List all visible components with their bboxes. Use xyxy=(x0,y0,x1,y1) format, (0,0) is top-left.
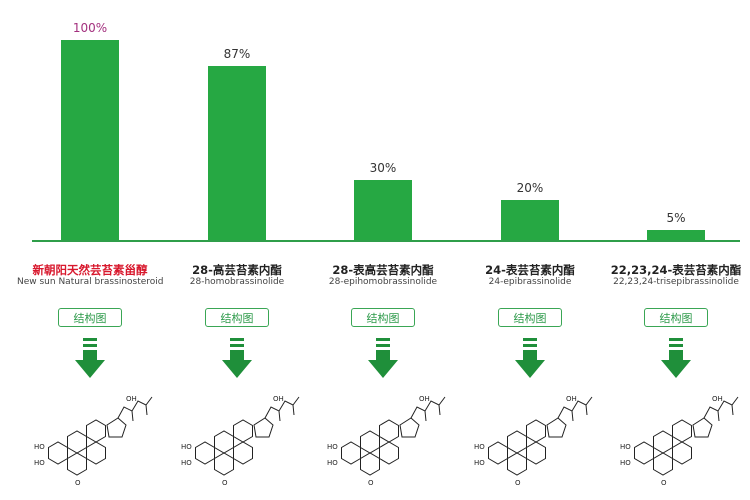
down-arrow-icon xyxy=(368,338,398,378)
atom-label: HO xyxy=(34,443,45,451)
atom-label: HO xyxy=(181,443,192,451)
chemical-structure: HO HO OH O xyxy=(620,395,739,487)
down-arrow-icon xyxy=(222,338,252,378)
compound-english-name: 28-epihomobrassinolide xyxy=(328,277,438,287)
down-arrow-icon xyxy=(515,338,545,378)
compound-name: 22,23,24-表芸苔素内酯 xyxy=(610,263,742,277)
atom-label: HO xyxy=(327,459,338,467)
atom-label: OH xyxy=(419,395,430,403)
value-label: 100% xyxy=(73,21,107,35)
compound-name: 28-高芸苔素内酯 xyxy=(192,263,282,277)
atom-label: HO xyxy=(327,443,338,451)
compound-english-name: 24-epibrassinolide xyxy=(488,277,572,287)
compound-english-name: 28-homobrassinolide xyxy=(189,277,285,287)
atom-label: HO xyxy=(620,459,631,467)
structure-button[interactable]: 结构图 xyxy=(644,308,708,327)
compound-name: 24-表芸苔素内酯 xyxy=(485,263,575,277)
value-label: 20% xyxy=(517,181,544,195)
bar-chart: 100% 87% 30% 20% 5% xyxy=(32,21,740,242)
down-arrow-icon xyxy=(75,338,105,378)
bar xyxy=(647,230,705,240)
bar xyxy=(61,40,119,240)
atom-label: OH xyxy=(126,395,137,403)
chemical-structure: HO HO OH O xyxy=(474,395,593,487)
chemical-structure: HO HO OH O xyxy=(181,395,300,487)
compound-name: 新朝阳天然芸苔素甾醇 xyxy=(32,263,148,277)
atom-label: HO xyxy=(34,459,45,467)
atom-label: OH xyxy=(566,395,577,403)
value-label: 5% xyxy=(666,211,685,225)
value-label: 30% xyxy=(370,161,397,175)
atom-label: O xyxy=(515,479,521,487)
value-label: 87% xyxy=(224,47,251,61)
atom-label: HO xyxy=(181,459,192,467)
compound-english-name: New sun Natural brassinosteroid xyxy=(17,277,164,287)
atom-label: O xyxy=(661,479,667,487)
bar xyxy=(354,180,412,240)
atom-label: OH xyxy=(712,395,723,403)
chemical-structure: HO HO OH O xyxy=(34,395,153,487)
structure-button[interactable]: 结构图 xyxy=(351,308,415,327)
atom-label: OH xyxy=(273,395,284,403)
down-arrow-icon xyxy=(661,338,691,378)
structure-button[interactable]: 结构图 xyxy=(58,308,122,327)
chemical-structure: HO HO OH O xyxy=(327,395,446,487)
compound-english-name: 22,23,24-trisepibrassinolide xyxy=(613,277,739,287)
atom-label: O xyxy=(75,479,81,487)
atom-label: O xyxy=(368,479,374,487)
compound-name: 28-表高芸苔素内酯 xyxy=(332,263,434,277)
structure-button[interactable]: 结构图 xyxy=(498,308,562,327)
bar xyxy=(208,66,266,240)
structure-button[interactable]: 结构图 xyxy=(205,308,269,327)
atom-label: HO xyxy=(474,459,485,467)
bar xyxy=(501,200,559,240)
atom-label: O xyxy=(222,479,228,487)
atom-label: HO xyxy=(620,443,631,451)
atom-label: HO xyxy=(474,443,485,451)
